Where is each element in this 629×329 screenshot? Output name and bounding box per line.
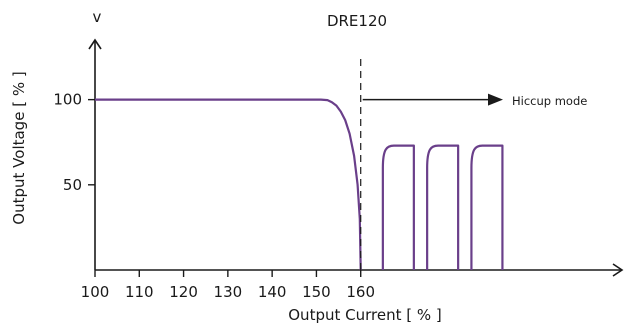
hiccup-pulse-1 (381, 144, 415, 270)
hiccup-pulse-2 (426, 144, 460, 270)
y-tick-label-100: 100 (53, 91, 82, 109)
x-axis-title: Output Current [ % ] (288, 306, 441, 324)
y-unit-label: v (93, 8, 102, 26)
x-axis-arrow (612, 263, 624, 277)
hiccup-pulse-3 (470, 144, 504, 270)
annotation-hiccup-mode: Hiccup mode (512, 94, 587, 108)
y-tick-label-50: 50 (63, 176, 82, 194)
x-tick-label-120: 120 (169, 283, 198, 301)
series (94, 98, 504, 271)
x-tick-label-100: 100 (81, 283, 110, 301)
x-tick-label-110: 110 (125, 283, 154, 301)
x-tick-label-140: 140 (258, 283, 287, 301)
output-voltage-curve (94, 98, 362, 271)
tick-labels: 100 110 120 130 140 150 160 50 100 (53, 91, 375, 301)
x-tick-label-130: 130 (214, 283, 243, 301)
annotations (360, 57, 503, 270)
hiccup-arrow-head (488, 93, 503, 106)
x-tick-label-160: 160 (346, 283, 375, 301)
y-axis-arrow (88, 38, 102, 50)
tick-marks (88, 98, 362, 277)
y-axis-title: Output Voltage [ % ] (10, 71, 28, 224)
chart-title: DRE120 (327, 12, 387, 30)
axes (88, 38, 624, 277)
x-tick-label-150: 150 (302, 283, 331, 301)
